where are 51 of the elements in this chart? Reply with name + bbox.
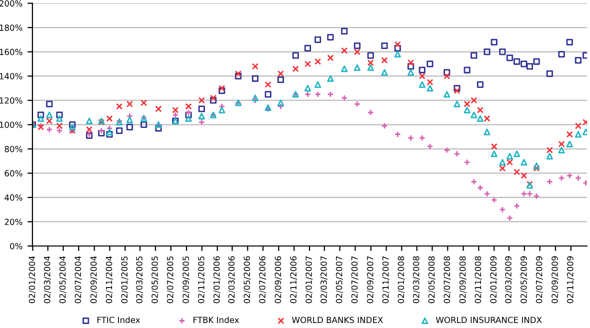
x-tick-label: 02/03/2005 [136, 256, 144, 304]
x-tick-label: 02/07/2009 [536, 256, 543, 304]
y-tick-label: 200% [0, 0, 22, 7]
x-tick-label: 02/01/2006 [213, 256, 220, 304]
x-tick-label: 02/09/2007 [366, 256, 374, 304]
x-tick-label: 02/09/2009 [552, 256, 559, 304]
x-tick-label: 02/11/2009 [567, 256, 574, 304]
x-tick-label: 02/05/2005 [152, 256, 159, 304]
legend-label: FTIC Index [97, 316, 140, 324]
x-tick-label: 02/07/2006 [259, 256, 266, 304]
x-tick-label: 02/01/2004 [28, 256, 36, 304]
x-tick-label: 02/01/2005 [121, 256, 128, 304]
x-tick-label: 02/05/2009 [520, 256, 528, 304]
y-tick-label: 60% [4, 170, 22, 176]
x-tick-label: 02/01/2007 [306, 256, 313, 304]
y-tick-label: 120% [0, 97, 22, 104]
x-tick-label: 02/11/2007 [382, 256, 390, 304]
x-tick-label: 02/01/2008 [398, 256, 405, 304]
x-tick-label: 02/07/2007 [351, 256, 358, 304]
x-tick-label: 02/07/2004 [74, 256, 82, 304]
x-tick-label: 02/03/2004 [44, 256, 51, 304]
y-tick-label: 80% [4, 146, 22, 152]
x-tick-label: 02/07/2005 [166, 256, 174, 304]
x-tick-label: 02/07/2008 [444, 256, 451, 304]
x-tick-label: 02/03/2008 [412, 256, 420, 304]
x-tick-label: 02/05/2004 [59, 256, 66, 304]
x-tick-label: 02/05/2006 [244, 256, 251, 304]
x-tick-label: 02/11/2008 [474, 256, 482, 304]
x-tick-label: 02/11/2004 [106, 256, 113, 304]
x-tick-label: 02/05/2007 [336, 256, 343, 304]
legend-label: FTBK Index [194, 316, 239, 324]
x-tick-label: 02/11/2005 [198, 256, 205, 304]
y-tick-label: 100% [0, 122, 22, 128]
y-tick-label: 0% [10, 242, 22, 250]
x-tick-label: 02/09/2006 [274, 256, 282, 304]
y-tick-label: 140% [0, 73, 22, 80]
x-tick-label: 02/09/2004 [90, 256, 98, 304]
legend-label: WORLD INSURANCE INDX [436, 316, 542, 324]
x-tick-label: 02/09/2005 [182, 256, 190, 304]
x-tick-label: 02/05/2008 [428, 256, 436, 304]
y-tick-label: 40% [4, 194, 22, 201]
y-tick-label: 180% [0, 24, 22, 31]
x-tick-label: 02/03/2007 [320, 256, 328, 304]
y-tick-label: 160% [0, 48, 22, 56]
legend-label: WORLD BANKS INDEX [292, 316, 383, 324]
y-tick-label: 20% [4, 218, 22, 226]
x-tick-label: 02/11/2006 [290, 256, 298, 304]
x-tick-label: 02/03/2009 [505, 256, 512, 304]
x-tick-label: 02/01/2009 [490, 256, 498, 304]
x-tick-label: 02/03/2006 [228, 256, 236, 304]
x-tick-label: 02/09/2008 [459, 256, 466, 304]
